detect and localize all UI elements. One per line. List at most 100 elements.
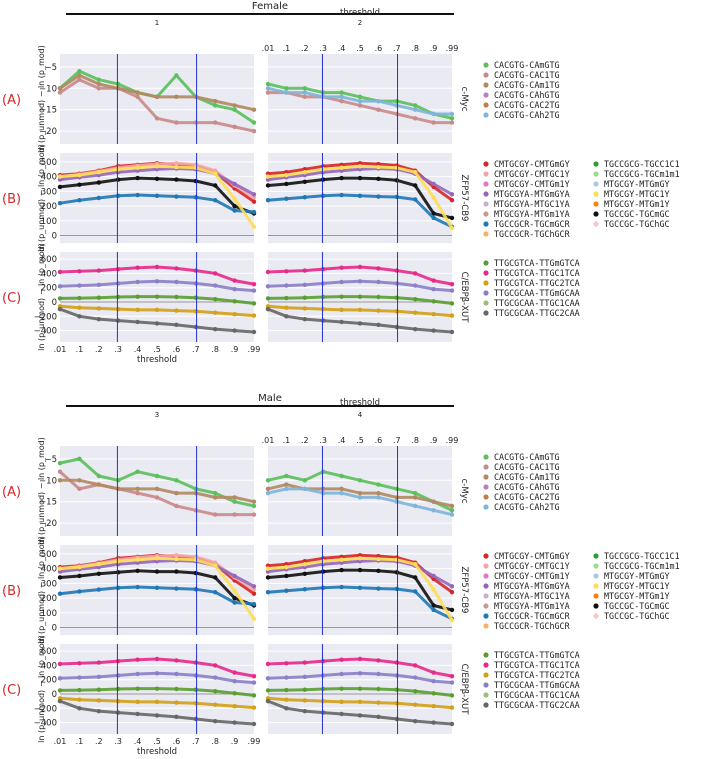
- data-point: [96, 86, 102, 91]
- data-point: [431, 311, 436, 317]
- data-point: [116, 658, 121, 664]
- data-point: [339, 294, 344, 299]
- data-point: [449, 693, 455, 698]
- data-point: [193, 295, 198, 300]
- legend-label: TGCCGC-TGCmGC: [604, 209, 670, 219]
- data-point: [154, 569, 160, 574]
- data-point: [431, 120, 436, 125]
- data-point: [321, 585, 326, 590]
- data-point: [357, 495, 363, 500]
- data-point: [394, 324, 399, 330]
- data-point: [302, 660, 307, 665]
- data-point: [357, 478, 363, 483]
- legend-label: TGCCGCR-TGChGCR: [494, 621, 571, 631]
- x-tick-label: .01: [54, 737, 67, 746]
- data-point: [284, 283, 289, 288]
- data-point: [251, 192, 257, 197]
- data-point: [213, 271, 218, 276]
- data-point: [431, 286, 436, 292]
- data-point: [135, 568, 140, 574]
- data-point: [77, 697, 82, 702]
- data-point: [135, 165, 140, 170]
- data-point: [213, 198, 218, 203]
- factor-label: c-Myc: [459, 87, 469, 112]
- data-point: [302, 571, 307, 576]
- data-point: [193, 490, 198, 496]
- data-point: [339, 686, 344, 691]
- data-point: [339, 671, 344, 677]
- x-tick-label: .6: [173, 345, 181, 354]
- data-point: [449, 226, 455, 231]
- data-point: [193, 687, 198, 692]
- data-point: [449, 705, 455, 710]
- x-axis-label: threshold: [137, 355, 177, 365]
- factor-label: ZFP57-CB9: [459, 567, 469, 614]
- data-point: [135, 557, 140, 562]
- data-point: [116, 478, 121, 483]
- legend-marker: [593, 573, 599, 579]
- data-point: [284, 564, 289, 570]
- data-point: [135, 490, 140, 496]
- data-point: [154, 321, 160, 326]
- legend-marker: [483, 102, 489, 108]
- data-point: [376, 658, 381, 663]
- data-point: [265, 661, 271, 667]
- data-point: [357, 279, 363, 284]
- data-point: [339, 557, 344, 562]
- data-point: [376, 568, 381, 574]
- y-tick-label: 0: [52, 624, 57, 634]
- data-point: [376, 294, 381, 300]
- data-point: [339, 319, 344, 325]
- legend-marker: [483, 270, 489, 276]
- data-point: [321, 710, 326, 715]
- legend-label: TTGCGTCA-TTGC1TCA: [494, 268, 580, 278]
- data-point: [449, 618, 455, 623]
- x-tick-label: .4: [134, 737, 142, 746]
- legend-marker: [483, 464, 489, 470]
- data-point: [213, 675, 218, 680]
- y-tick-label: 600: [41, 255, 57, 265]
- data-point: [413, 490, 418, 496]
- data-point: [232, 208, 237, 213]
- data-point: [251, 281, 257, 287]
- data-point: [413, 296, 418, 302]
- data-point: [339, 490, 344, 496]
- data-point: [77, 661, 82, 666]
- data-point: [413, 283, 418, 288]
- legend-marker: [483, 82, 489, 88]
- x-tick-label-top: .8: [411, 436, 419, 445]
- x-tick-label-top: .5: [356, 44, 364, 53]
- data-point: [265, 183, 271, 188]
- data-point: [251, 301, 257, 306]
- x-tick-label-top: .99: [446, 44, 459, 53]
- data-point: [449, 590, 455, 595]
- legend-label: TTGCGCAA-TTGC1CAA: [494, 690, 580, 700]
- data-point: [135, 192, 140, 198]
- data-point: [357, 94, 363, 100]
- x-tick-label-top: .6: [375, 44, 383, 53]
- data-point: [394, 165, 399, 170]
- y-tick-label: −10: [39, 84, 57, 94]
- data-point: [413, 326, 418, 332]
- data-point: [193, 94, 198, 100]
- data-point: [96, 316, 102, 322]
- y-tick-label: 0: [52, 690, 57, 700]
- data-point: [321, 177, 326, 182]
- legend-marker: [483, 310, 489, 316]
- data-point: [357, 585, 363, 590]
- data-point: [174, 322, 179, 328]
- data-point: [284, 687, 289, 693]
- x-tick-label-top: .1: [283, 44, 291, 53]
- data-point: [376, 700, 381, 705]
- legend-marker: [483, 231, 489, 237]
- legend-marker: [593, 603, 599, 609]
- legend-marker: [483, 692, 489, 698]
- data-point: [154, 656, 160, 662]
- data-point: [154, 294, 160, 299]
- legend-label: TTGCGTCA-TTGC2TCA: [494, 670, 580, 680]
- column-label: 1: [155, 19, 159, 27]
- data-point: [339, 94, 344, 100]
- data-point: [154, 307, 160, 313]
- legend-label: CACGTG-CAh2TG: [494, 502, 560, 512]
- data-point: [284, 172, 289, 178]
